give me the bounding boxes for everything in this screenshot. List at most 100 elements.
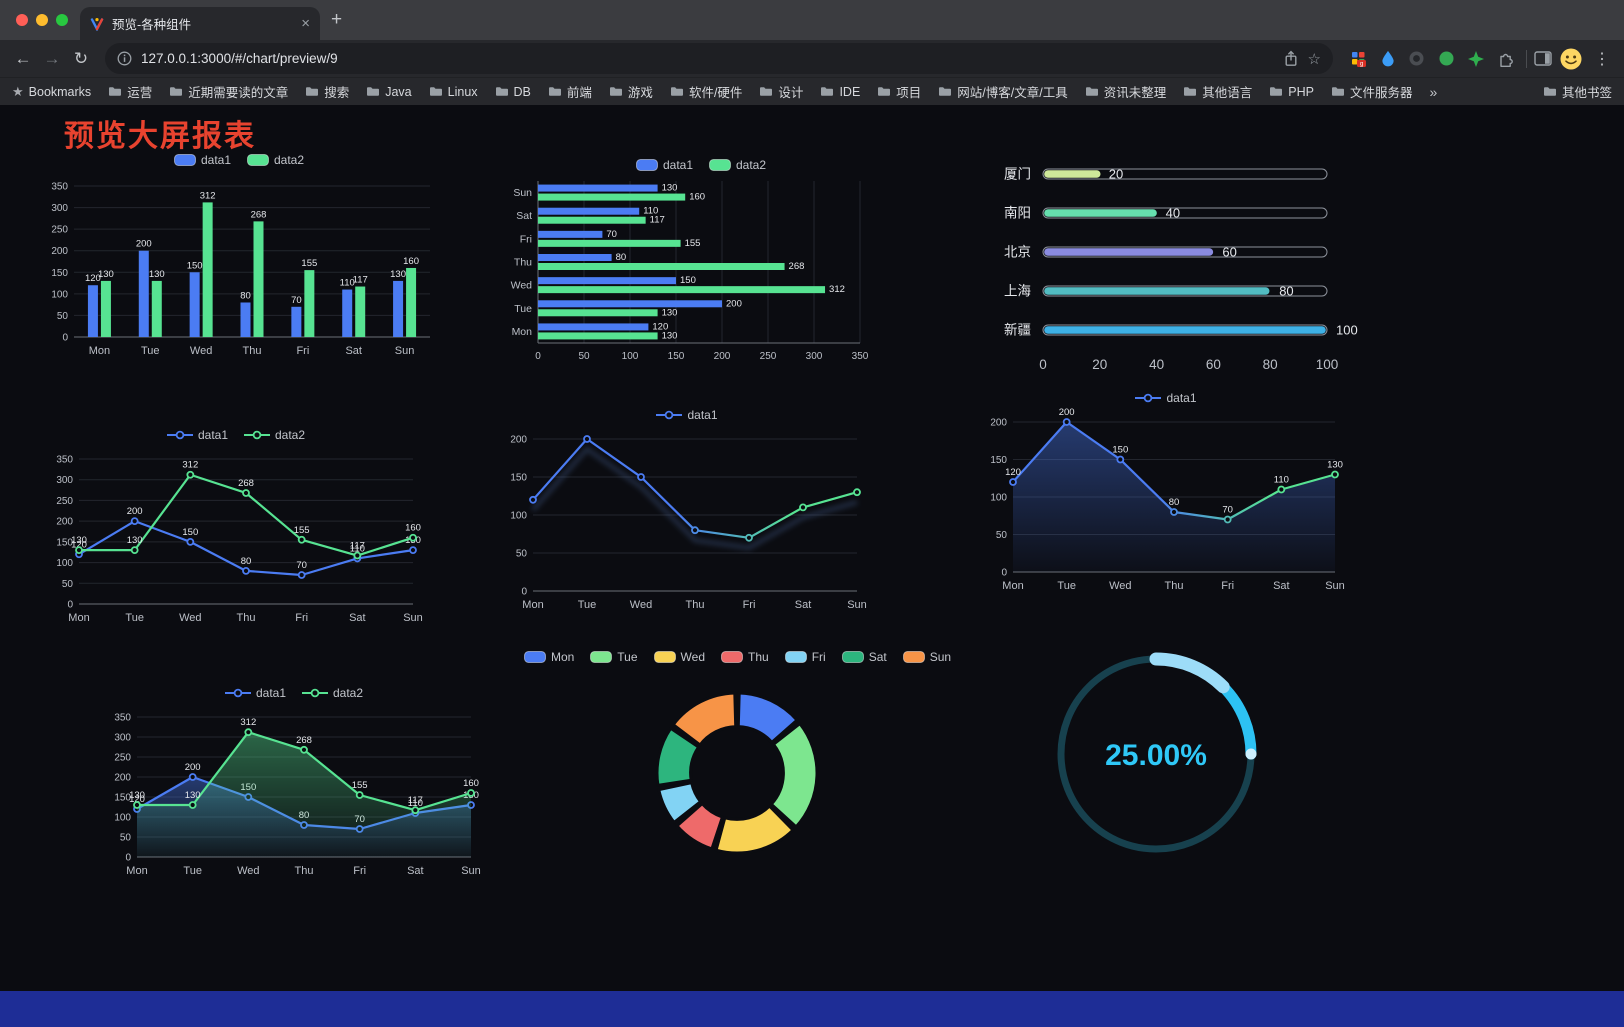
svg-text:300: 300 (806, 351, 823, 362)
bookmark-item[interactable]: ★ Bookmarks (12, 84, 91, 100)
bookmark-item[interactable]: 游戏 (609, 82, 653, 101)
url-text[interactable]: 127.0.0.1:3000/#/chart/preview/9 (141, 51, 338, 66)
svg-text:50: 50 (996, 530, 1008, 541)
bookmark-star-icon[interactable]: ☆ (1307, 50, 1321, 68)
chart-legend: data1 data2 (40, 150, 438, 170)
browser-tab[interactable]: 预览-各种组件 × (80, 7, 320, 40)
bookmark-label: 前端 (566, 86, 592, 100)
svg-text:200: 200 (185, 762, 201, 773)
svg-text:150: 150 (51, 268, 68, 279)
legend-item-wed[interactable]: Wed (653, 650, 705, 664)
extension-drop-icon[interactable] (1381, 50, 1395, 67)
extensions-puzzle-icon[interactable] (1497, 50, 1515, 68)
tab-close-icon[interactable]: × (301, 15, 310, 32)
legend-item-data2[interactable]: data2 (244, 428, 305, 442)
legend-item-data1[interactable]: data1 (656, 408, 718, 422)
line-chart-canvas: 0 50 100 150 200 Mon Tue Wed Thu Fri Sat Sun (510, 435, 866, 612)
legend-item-data1[interactable]: data1 (166, 428, 228, 442)
svg-text:100: 100 (114, 813, 131, 824)
legend-item-data2[interactable]: data2 (247, 153, 304, 167)
folder-icon (170, 87, 183, 96)
legend-item-sun[interactable]: Sun (902, 650, 952, 664)
grouped-bar-chart: data1 data2 0 50 100 150 200 250 300 350 Mon Tue We… (40, 150, 438, 365)
reload-icon[interactable]: ↻ (73, 48, 89, 68)
svg-text:70: 70 (291, 295, 302, 306)
bookmark-item[interactable]: 运营 (108, 82, 152, 101)
svg-text:120: 120 (652, 321, 668, 332)
bookmark-item[interactable]: 文件服务器 (1331, 82, 1412, 101)
info-icon[interactable] (117, 51, 132, 66)
extension-grid-icon[interactable]: g (1350, 50, 1368, 68)
bookmark-item[interactable]: 搜索 (305, 82, 349, 101)
bookmark-item[interactable]: 软件/硬件 (670, 82, 742, 101)
bookmark-item[interactable]: DB (495, 85, 531, 99)
svg-text:0: 0 (521, 587, 527, 598)
new-tab-button[interactable]: + (331, 9, 343, 30)
forward-icon[interactable]: → (43, 48, 61, 68)
browser-menu-icon[interactable]: ⋮ (1594, 50, 1610, 68)
svg-text:Sat: Sat (795, 599, 812, 611)
bookmark-label: 游戏 (627, 86, 653, 100)
window-close-button[interactable] (16, 14, 28, 26)
svg-text:200: 200 (726, 298, 742, 309)
bookmark-item[interactable]: 前端 (548, 82, 592, 101)
legend-item-data1[interactable]: data1 (224, 686, 286, 700)
bookmark-item[interactable]: Linux (429, 85, 478, 99)
svg-text:Sun: Sun (1325, 580, 1345, 592)
legend-item-data2[interactable]: data2 (302, 686, 363, 700)
svg-text:Tue: Tue (125, 612, 144, 624)
window-zoom-button[interactable] (56, 14, 68, 26)
bookmark-item[interactable]: PHP (1269, 85, 1314, 99)
legend-item-mon[interactable]: Mon (523, 650, 574, 664)
two-series-line-chart: data1 data2 0 50 100 150 200 250 300 350 Mon Tue We… (45, 425, 427, 630)
svg-text:130: 130 (662, 330, 678, 341)
legend-item-tue[interactable]: Tue (590, 650, 638, 664)
legend-label: data2 (274, 153, 305, 167)
address-bar[interactable]: 127.0.0.1:3000/#/chart/preview/9 ☆ (105, 43, 1333, 74)
svg-text:Sat: Sat (516, 210, 532, 222)
svg-text:Mon: Mon (512, 326, 533, 338)
svg-text:Sun: Sun (395, 345, 415, 357)
page-content: 预览大屏报表 data1 data2 0 50 100 150 200 250 300 350 M… (0, 105, 1624, 1027)
bookmark-item[interactable]: IDE (820, 85, 860, 99)
bookmark-item[interactable]: 资讯未整理 (1085, 82, 1166, 101)
legend-item-data1[interactable]: data1 (635, 158, 693, 172)
footer-bar (0, 991, 1624, 1027)
window-minimize-button[interactable] (36, 14, 48, 26)
svg-text:Tue: Tue (1057, 580, 1076, 592)
folder-icon (1085, 87, 1098, 96)
legend-item-data2[interactable]: data2 (709, 158, 766, 172)
bookmark-item[interactable]: 其他语言 (1183, 82, 1252, 101)
legend-item-data1[interactable]: data1 (1135, 391, 1197, 405)
side-panel-icon[interactable] (1534, 51, 1552, 66)
legend-item-thu[interactable]: Thu (721, 650, 769, 664)
bookmark-item[interactable]: Java (366, 85, 412, 99)
legend-item-fri[interactable]: Fri (784, 650, 826, 664)
chart-legend: data1 data2 (508, 155, 894, 175)
legend-marker (302, 688, 328, 698)
bookmarks-overflow-icon[interactable]: » (1429, 83, 1438, 100)
profile-avatar[interactable] (1559, 47, 1583, 71)
svg-text:100: 100 (510, 511, 527, 522)
other-bookmarks-button[interactable]: 其他书签 (1543, 82, 1612, 101)
extension-dark-circle-icon[interactable] (1408, 50, 1425, 67)
svg-text:110: 110 (408, 798, 423, 809)
svg-text:160: 160 (463, 778, 479, 789)
bookmark-item[interactable]: 近期需要读的文章 (169, 82, 288, 101)
legend-item-sat[interactable]: Sat (841, 650, 887, 664)
chart-legend: data1 (503, 405, 871, 425)
legend-label: Sun (929, 650, 952, 664)
gauge-chart-canvas: 25.00% (1057, 652, 1257, 853)
share-icon[interactable] (1283, 50, 1299, 67)
bookmark-item[interactable]: 设计 (759, 82, 803, 101)
svg-text:Sat: Sat (407, 865, 424, 877)
bookmark-item[interactable]: 网站/博客/文章/工具 (938, 82, 1068, 101)
svg-text:Wed: Wed (237, 865, 259, 877)
svg-text:150: 150 (510, 473, 527, 484)
extension-green-star-icon[interactable] (1468, 50, 1484, 67)
extension-green-circle-icon[interactable] (1438, 50, 1455, 67)
back-icon[interactable]: ← (14, 48, 32, 68)
legend-item-data1[interactable]: data1 (173, 153, 231, 167)
svg-text:Fri: Fri (1221, 580, 1234, 592)
bookmark-item[interactable]: 项目 (877, 82, 921, 101)
